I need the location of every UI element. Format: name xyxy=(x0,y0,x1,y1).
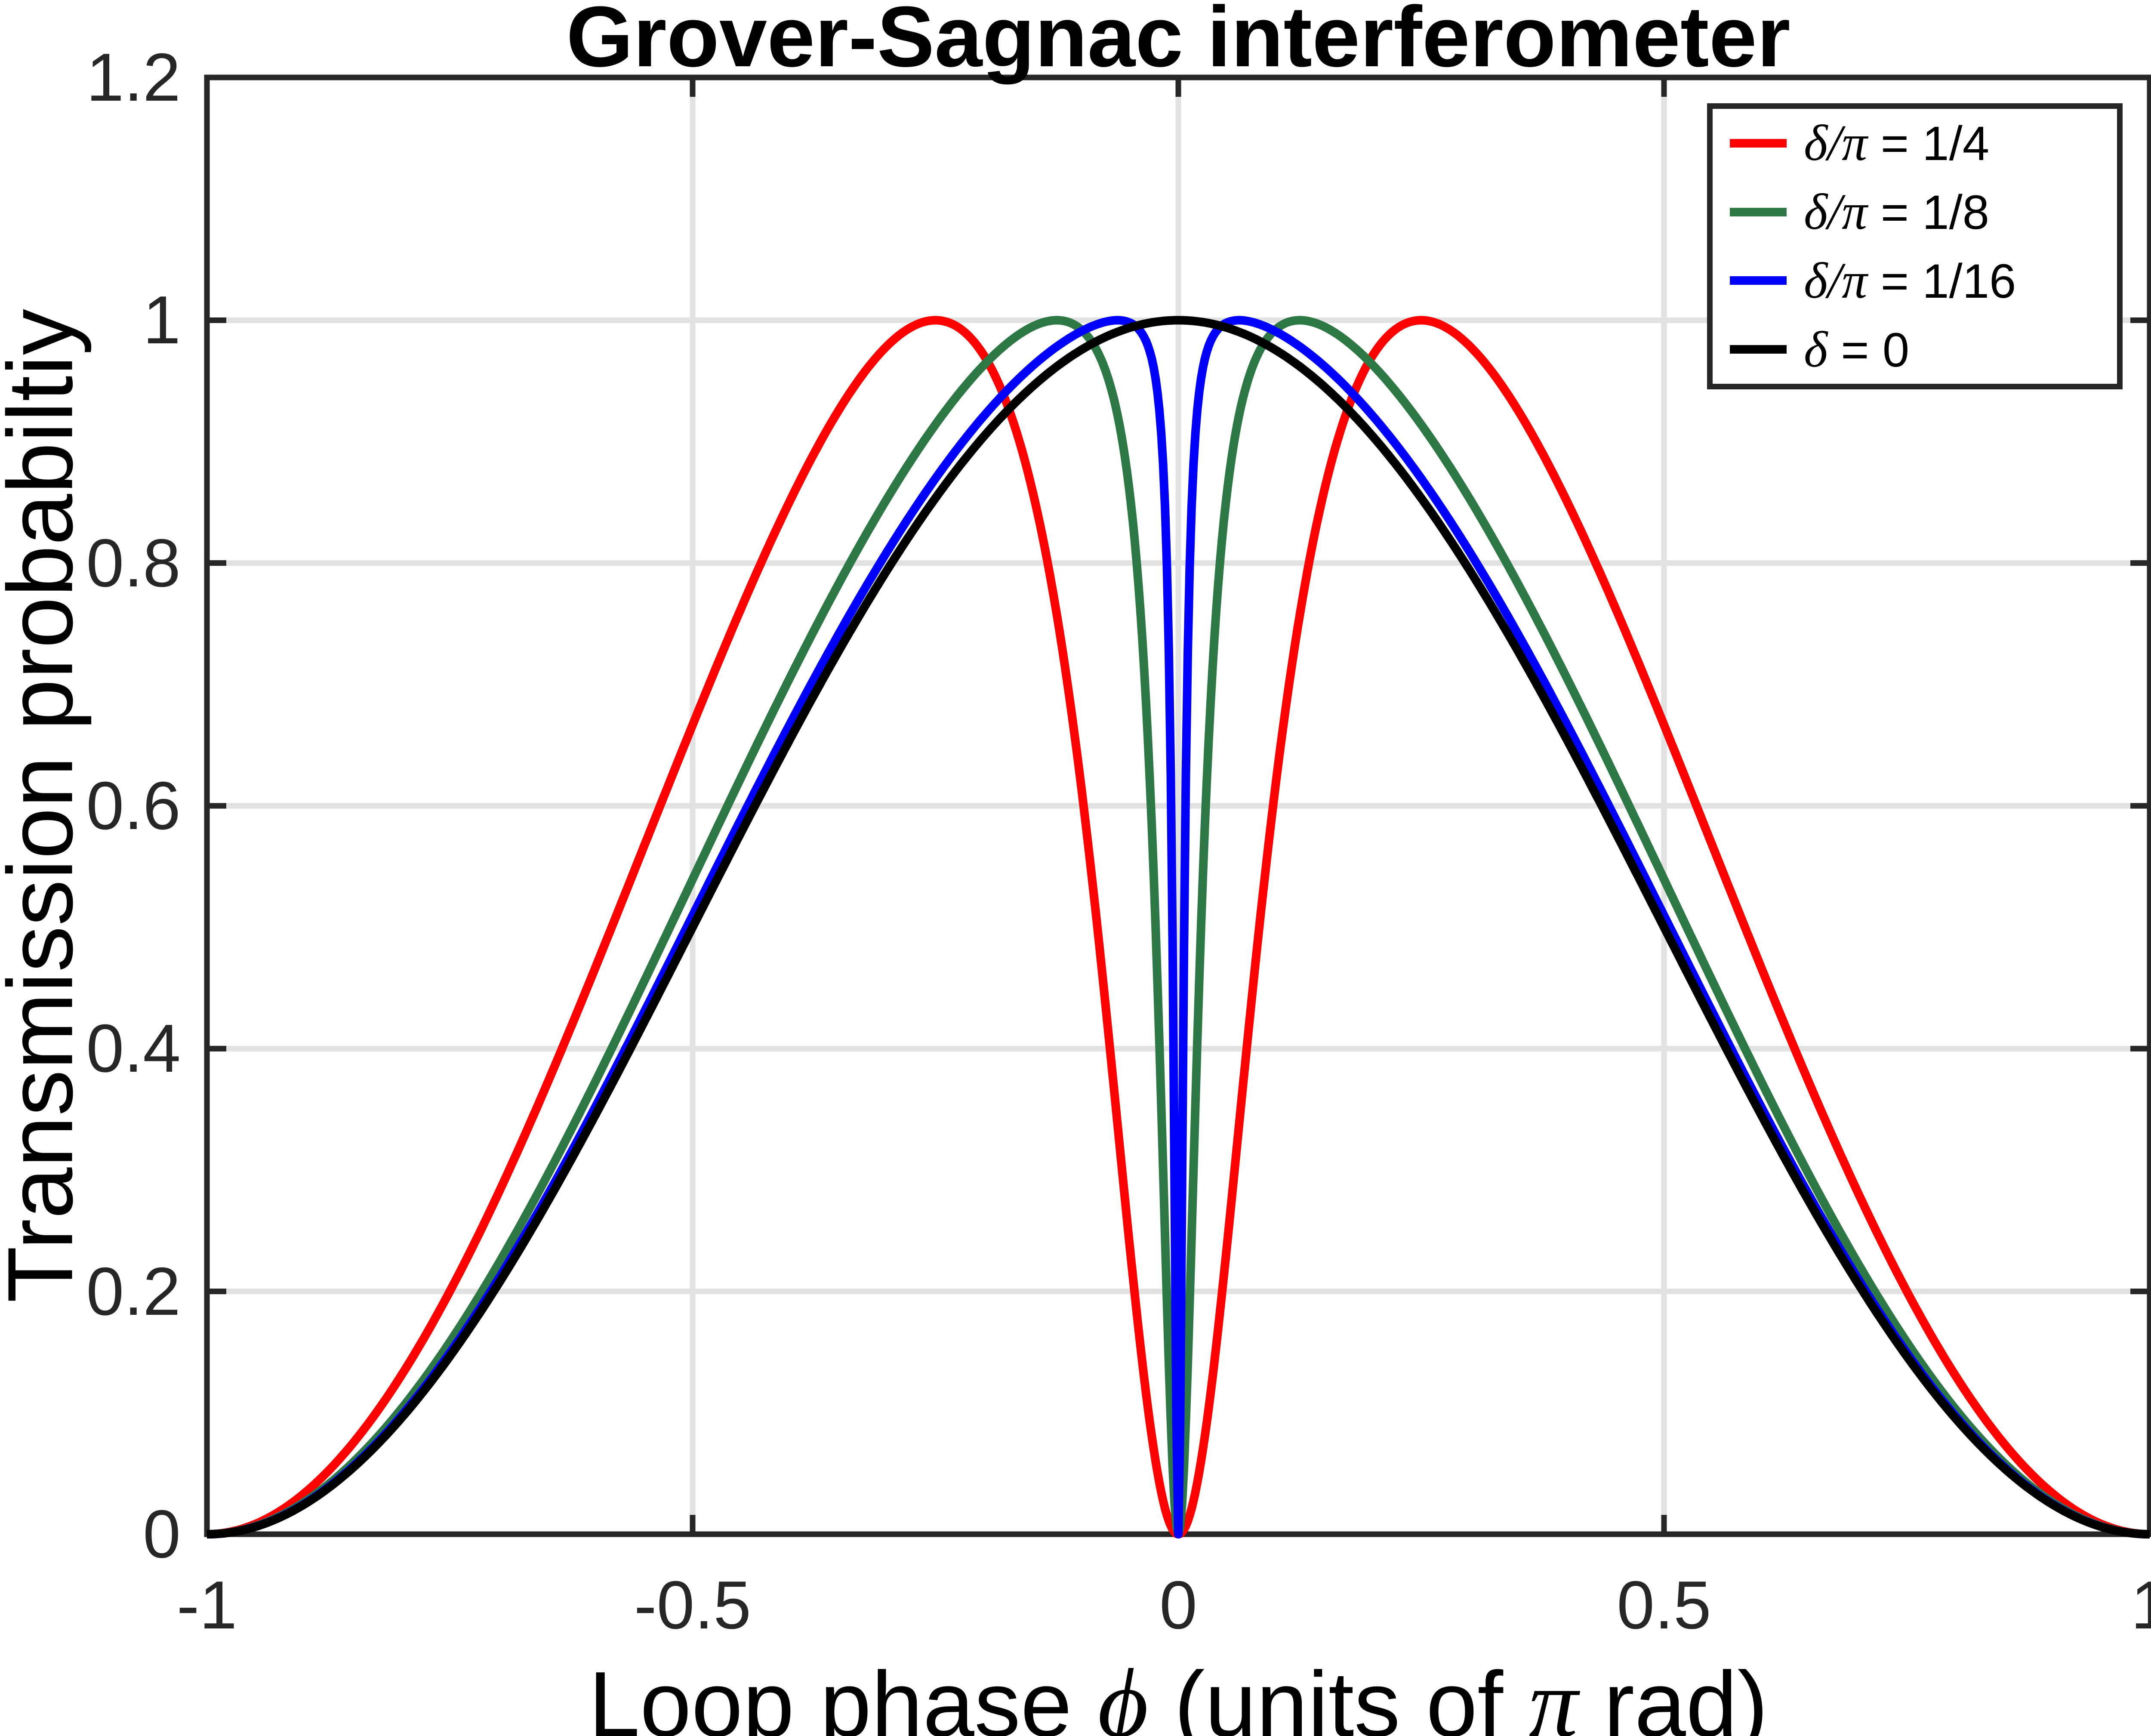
legend-label: δ/π = 1/16 xyxy=(1804,251,2016,310)
legend-item-sixteenth: δ/π = 1/16 xyxy=(1730,251,2117,310)
y-tick-label: 1.2 xyxy=(86,40,181,115)
legend-value: = 0 xyxy=(1827,323,1910,377)
y-tick-label: 0.6 xyxy=(86,768,181,844)
x-tick-label: -1 xyxy=(176,1567,237,1643)
y-tick-label: 0 xyxy=(143,1496,181,1572)
legend: δ/π = 1/4 δ/π = 1/8 δ/π = 1/16 δ = 0 xyxy=(1707,103,2123,389)
y-tick-label: 1 xyxy=(143,282,181,358)
legend-value: = 1/8 xyxy=(1867,185,1989,240)
legend-label: δ/π = 1/8 xyxy=(1804,182,1989,241)
delta-symbol: δ xyxy=(1804,321,1828,378)
y-tick-label: 0.8 xyxy=(86,525,181,601)
delta-pi-symbol: δ/π xyxy=(1804,183,1867,241)
x-tick-label: 1 xyxy=(2131,1567,2151,1643)
x-tick-label: -0.5 xyxy=(634,1567,752,1643)
x-axis-label: Loop phase ϕ (units of π rad) xyxy=(207,1652,2150,1736)
x-axis-label-units-pre: (units of xyxy=(1148,1652,1529,1736)
chart-title: Grover-Sagnac interferometer xyxy=(566,0,1790,85)
x-axis-label-text: Loop phase xyxy=(588,1652,1098,1736)
x-tick-label: 0 xyxy=(1159,1567,1197,1643)
legend-line-blue xyxy=(1730,276,1787,285)
legend-item-quarter: δ/π = 1/4 xyxy=(1730,114,2117,173)
pi-symbol: π xyxy=(1529,1649,1578,1736)
x-axis-label-units-post: rad) xyxy=(1578,1652,1769,1736)
x-tick-label: 0.5 xyxy=(1617,1567,1711,1643)
legend-line-black xyxy=(1730,345,1787,354)
curve-δ = 0 xyxy=(204,316,2151,1539)
legend-label: δ = 0 xyxy=(1804,320,1909,379)
legend-value: = 1/4 xyxy=(1867,117,1989,171)
phi-symbol: ϕ xyxy=(1097,1649,1149,1736)
delta-pi-symbol: δ/π xyxy=(1804,252,1867,309)
legend-item-zero: δ = 0 xyxy=(1730,320,2117,379)
delta-pi-symbol: δ/π xyxy=(1804,114,1867,172)
y-tick-label: 0.4 xyxy=(86,1011,181,1087)
y-tick-label: 0.2 xyxy=(86,1253,181,1329)
legend-value: = 1/16 xyxy=(1867,254,2016,308)
legend-item-eighth: δ/π = 1/8 xyxy=(1730,182,2117,241)
legend-label: δ/π = 1/4 xyxy=(1804,114,1989,173)
legend-line-green xyxy=(1730,207,1787,216)
legend-line-red xyxy=(1730,139,1787,148)
